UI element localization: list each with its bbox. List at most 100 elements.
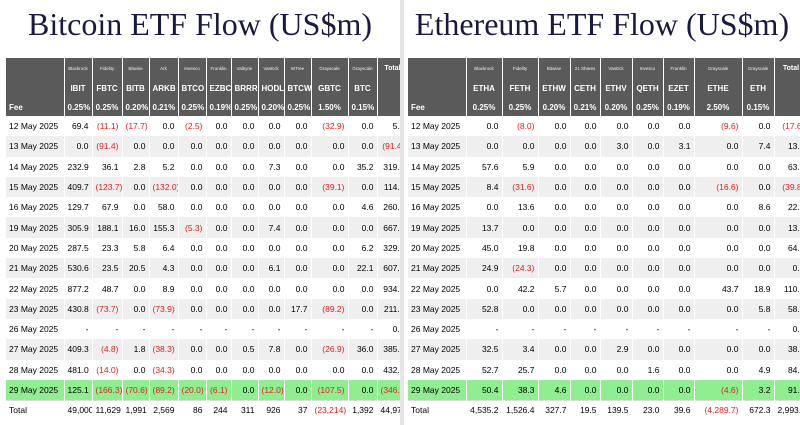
flow-value: 155.3 (149, 217, 179, 238)
flow-value: 0.0 (178, 176, 207, 198)
column-total: 311 (231, 399, 259, 421)
column-total: 327.7 (538, 399, 571, 421)
flow-value: (14.0) (92, 359, 123, 380)
flow-value: 0.0 (570, 359, 601, 380)
table-row: 15 May 2025 409.7 (123.7) 0.0 (132.0) 0.0 0.0 0… (6, 176, 409, 198)
total-column-header: Total (774, 58, 800, 78)
flow-value: 3.0 (600, 136, 633, 157)
fee-label: Fee (408, 98, 467, 116)
flow-value: 0.0 (258, 278, 285, 299)
flow-value: 877.2 (64, 278, 93, 299)
flow-value: (73.9) (149, 298, 179, 319)
issuer-name: Franklin (663, 58, 695, 78)
flow-value: 4.6 (348, 197, 378, 218)
row-total: 58.6 (774, 298, 800, 319)
ticker-symbol: GBTC (311, 78, 349, 98)
flow-value: - (663, 318, 695, 340)
flow-value: 0.0 (466, 197, 503, 218)
row-total: 38.8 (774, 339, 800, 360)
flow-value: 0.0 (538, 359, 571, 380)
flow-value: 0.0 (122, 197, 150, 218)
flow-value: 0.0 (231, 379, 259, 401)
flow-value: 0.0 (538, 258, 571, 279)
issuer-name: Ark (149, 58, 179, 78)
flow-value: 58.0 (149, 197, 179, 218)
flow-value: 2.9 (600, 339, 633, 360)
issuer-name: VanEck (258, 58, 285, 78)
row-total: 84.9 (774, 359, 800, 380)
flow-value: 0.0 (258, 176, 285, 198)
flow-value: 0.0 (632, 217, 664, 238)
flow-value: 0.0 (663, 379, 695, 401)
flow-value: 0.0 (663, 359, 695, 380)
flow-value: 3.4 (502, 339, 539, 360)
flow-value: 36.0 (348, 339, 378, 360)
flow-value: (166.3) (92, 379, 123, 401)
flow-value: 38.3 (502, 379, 539, 401)
flow-value: 0.0 (663, 237, 695, 259)
flow-value: 0.0 (122, 278, 150, 299)
ticker-symbol: ETHV (600, 78, 633, 98)
issuer-header-row: Blackrock Fidelity Bitwise 21 Shares VanEck I… (408, 58, 800, 78)
row-total: 64.8 (774, 237, 800, 259)
flow-value: (17.7) (122, 116, 150, 137)
column-total: 1,526.4 (502, 399, 539, 421)
flow-value: 0.0 (538, 197, 571, 218)
flow-value: 0.0 (663, 176, 695, 198)
flow-value: 0.0 (311, 278, 349, 299)
issuer-name: Bitwise (122, 58, 150, 78)
flow-value: 287.5 (64, 237, 93, 259)
column-total: 49,000 (64, 399, 93, 421)
flow-value: (26.9) (311, 339, 349, 360)
panel-divider (400, 0, 404, 425)
column-total: 39.6 (663, 399, 695, 421)
table-row: 26 May 2025---------0.0 (408, 318, 800, 340)
flow-value: 17.7 (284, 298, 312, 319)
flow-value: 0.0 (311, 136, 349, 157)
flow-value: (16.6) (694, 176, 743, 198)
fee-value: 0.21% (570, 98, 601, 116)
flow-value: 0.0 (231, 197, 259, 218)
row-date: 14 May 2025 (408, 156, 467, 177)
fee-value: 0.19% (206, 98, 232, 116)
flow-value: 0.0 (600, 237, 633, 259)
flow-value: 0.0 (206, 339, 232, 360)
flow-value: (34.3) (149, 359, 179, 380)
flow-value: 0.0 (178, 197, 207, 218)
flow-value: 2.8 (122, 156, 150, 177)
flow-value: 0.0 (284, 379, 312, 401)
row-date: 12 May 2025 (6, 116, 65, 137)
flow-value: 0.0 (600, 176, 633, 198)
flow-value: 5.8 (122, 237, 150, 259)
ethereum-flow-table: Blackrock Fidelity Bitwise 21 Shares VanEck I… (408, 58, 800, 421)
flow-value: 125.1 (64, 379, 93, 401)
flow-value: 6.4 (149, 237, 179, 259)
flow-value: 0.0 (742, 237, 775, 259)
flow-value: 0.0 (178, 258, 207, 279)
flow-value: 13.7 (466, 217, 503, 238)
table-row: 21 May 2025 530.6 23.5 20.5 4.3 0.0 0.0 0.0 6.1 0… (6, 258, 409, 279)
flow-value: 0.0 (538, 116, 571, 137)
column-total: 23.0 (632, 399, 664, 421)
flow-value: 4.6 (538, 379, 571, 401)
bitcoin-panel-title: Bitcoin ETF Flow (US$m) (27, 6, 372, 42)
bitcoin-etf-panel: Bitcoin ETF Flow (US$m) Blackrock Fidelit… (6, 6, 409, 421)
fee-value: 0.15% (742, 98, 775, 116)
ticker-symbol: FETH (502, 78, 539, 98)
flow-value: 0.0 (742, 258, 775, 279)
flow-value: 5.8 (742, 298, 775, 319)
flow-value: 0.0 (570, 379, 601, 401)
flow-value: 0.0 (538, 176, 571, 198)
row-date: 26 May 2025 (408, 318, 467, 340)
flow-value: 0.0 (206, 258, 232, 279)
flow-value: 0.0 (632, 298, 664, 319)
ticker-header-row: IBIT FBTC BITB ARKB BTCO EZBC BRRR HODL BTCW GBTC… (6, 78, 409, 98)
table-row: 28 May 2025 481.0 (14.0) 0.0 (34.3) 0.0 0.0 0.0… (6, 359, 409, 380)
flow-value: (6.1) (206, 379, 232, 401)
flow-value: 20.5 (122, 258, 150, 279)
flow-value: 0.0 (311, 156, 349, 177)
issuer-name: WTree (284, 58, 312, 78)
flow-value: - (632, 318, 664, 340)
flow-value: 0.0 (600, 379, 633, 401)
flow-value: 0.0 (284, 339, 312, 360)
